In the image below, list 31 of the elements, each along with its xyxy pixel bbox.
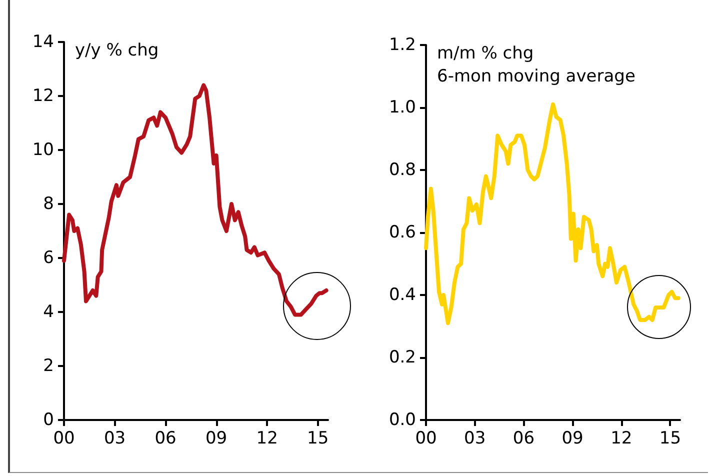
y-axis-title: y/y % chg <box>75 40 159 60</box>
y-tick-label: 14 <box>32 32 54 52</box>
y-tick-label: 10 <box>32 140 54 160</box>
line-series <box>424 102 680 326</box>
x-tick-label: 00 <box>53 428 75 448</box>
x-tick-label: 06 <box>154 428 176 448</box>
y-tick-label: 1.2 <box>388 35 416 55</box>
x-tick-label: 00 <box>415 428 437 448</box>
x-tick-label: 03 <box>104 428 126 448</box>
x-tick-label: 06 <box>512 428 535 448</box>
y-axis-title: m/m % chg 6-mon moving average <box>437 44 636 86</box>
y-tick-label: 0.2 <box>388 348 416 368</box>
x-tick-label: 09 <box>562 428 584 448</box>
x-tick-label: 15 <box>659 428 682 448</box>
y-tick-label: 4 <box>43 302 54 322</box>
y-tick-label: 0.4 <box>388 285 416 305</box>
y-tick-label: 8 <box>43 194 54 214</box>
y-tick-label: 12 <box>32 86 54 106</box>
y-tick-label: 1.0 <box>388 98 416 118</box>
y-tick-label: 0 <box>43 410 54 430</box>
y-tick-label: 0.6 <box>388 222 416 242</box>
y-tick-label: 0.8 <box>388 160 416 180</box>
line-series <box>62 83 328 317</box>
x-tick-label: 12 <box>256 428 278 448</box>
x-tick-label: 15 <box>307 428 329 448</box>
y-tick-label: 0.0 <box>388 410 416 430</box>
y-tick-label: 6 <box>43 248 54 268</box>
y-tick-label: 2 <box>43 356 54 376</box>
x-tick-label: 03 <box>464 428 486 448</box>
x-tick-label: 12 <box>610 428 632 448</box>
x-tick-label: 09 <box>205 428 228 448</box>
